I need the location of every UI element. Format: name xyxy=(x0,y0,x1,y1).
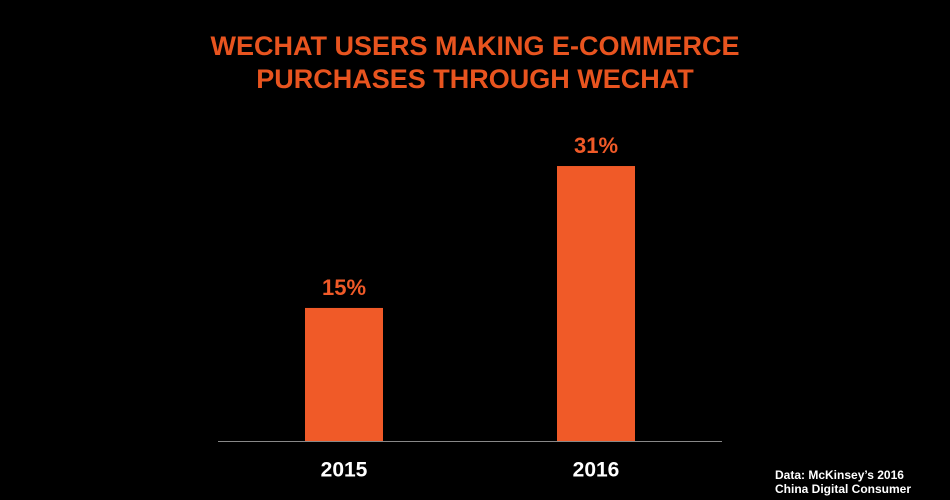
bar xyxy=(557,166,635,441)
x-tick-label: 2015 xyxy=(321,459,368,482)
x-tick-label: 2016 xyxy=(573,459,620,482)
value-label: 15% xyxy=(322,275,366,300)
chart-title: WECHAT USERS MAKING E-COMMERCE PURCHASES… xyxy=(210,31,740,94)
bar xyxy=(305,307,383,441)
value-label: 31% xyxy=(574,133,618,158)
source-note: Data: McKinsey’s 2016 China Digital Cons… xyxy=(775,468,912,496)
